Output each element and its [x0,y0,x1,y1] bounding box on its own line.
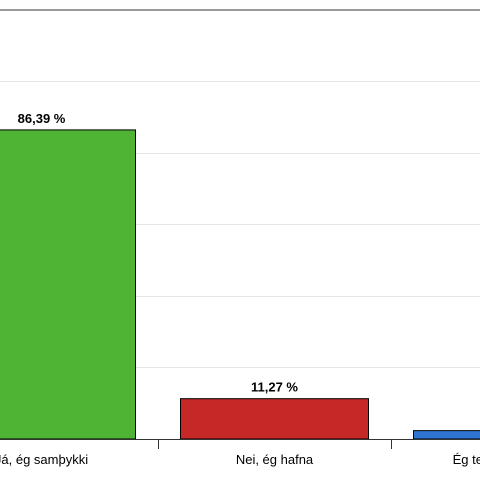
x-tick-label: Já, ég samþykki [0,452,88,467]
x-axis-ticks [158,439,392,449]
data-label: 86,39 % [18,111,66,126]
data-label: 11,27 % [251,380,298,395]
data-labels: 86,39 %11,27 %2,34 % [18,111,299,395]
bar [180,398,369,440]
bars [0,129,480,440]
x-axis-tick-labels: Já, ég samþykki Nei, ég hafna Ég tek ekki … [0,452,480,467]
bar [413,430,480,440]
x-tick-label: Ég tek ekki afstöðu [453,452,480,467]
x-tick-label: Nei, ég hafna [236,452,314,467]
bar [0,129,136,440]
